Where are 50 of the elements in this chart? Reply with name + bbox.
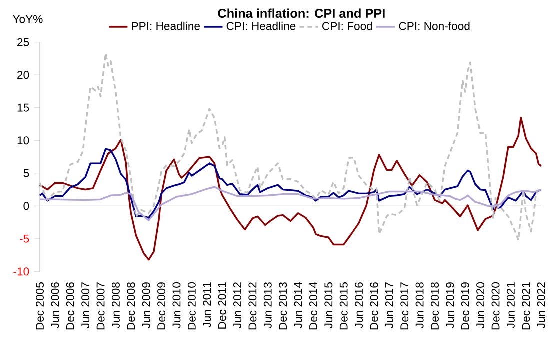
x-tick-label: Jun 2013 [264, 282, 272, 329]
x-tick-label: Jun 2014 [294, 282, 302, 329]
x-tick-label: Dec 2005 [36, 282, 44, 330]
x-tick-label: Jun 2020 [476, 282, 485, 329]
x-tick-label: Dec 2011 [218, 282, 226, 329]
y-tick-label: 0 [24, 202, 30, 210]
legend-label: CPI: Headline [226, 22, 296, 30]
x-tick-label: Jun 2008 [112, 282, 120, 329]
x-tick-label: Jun 2011 [203, 282, 212, 328]
line-series [39, 116, 542, 261]
x-tick-label: Dec 2015 [340, 282, 348, 330]
x-tick-label: Dec 2020 [492, 282, 500, 330]
x-tick-label: Jun 2009 [142, 282, 150, 329]
x-tick-label: Dec 2013 [279, 282, 288, 330]
x-tick-label: Dec 2019 [461, 282, 470, 330]
x-tick-label: Dec 2008 [127, 282, 136, 330]
y-tick-label: 5 [24, 169, 30, 178]
y-tick-label: -5 [20, 234, 30, 243]
legend-label: CPI: Food [322, 22, 372, 30]
x-tick-label: Jun 2015 [324, 282, 333, 329]
x-tick-label: Jun 2018 [416, 282, 424, 329]
x-tick-label: Jun 2016 [355, 282, 364, 329]
y-tick-label: -10 [14, 268, 30, 276]
x-tick-label: Dec 2018 [430, 282, 439, 330]
x-tick-label: Dec 2021 [522, 282, 530, 330]
y-axis-title: YoY% [12, 15, 43, 24]
x-tick-label: Dec 2007 [96, 282, 105, 330]
y-tick-label: 20 [18, 71, 30, 80]
y-tick-label: 10 [18, 136, 30, 145]
x-tick-label: Dec 2016 [370, 282, 378, 330]
x-tick-label: Dec 2010 [188, 282, 196, 330]
x-tick-label: Jun 2017 [385, 282, 394, 329]
y-tick-label: 15 [18, 104, 30, 112]
chart-title: China inflation: CPI and PPI [218, 8, 385, 18]
x-tick-label: Dec 2012 [248, 282, 257, 330]
legend-label: CPI: Non-food [399, 22, 470, 30]
x-tick-label: Jun 2022 [537, 282, 546, 329]
y-tick-label: 25 [18, 38, 30, 46]
x-tick-label: Dec 2014 [309, 282, 318, 330]
line-series [39, 52, 542, 242]
x-tick-label: Jun 2019 [446, 282, 454, 329]
x-tick-label: Jun 2010 [172, 282, 181, 329]
x-tick-label: Dec 2006 [66, 282, 74, 330]
x-tick-label: Jun 2006 [51, 282, 60, 329]
x-tick-label: Jun 2012 [233, 282, 242, 329]
x-tick-label: Jun 2007 [82, 282, 90, 329]
legend-label: PPI: Headline [132, 22, 200, 30]
x-tick-label: Dec 2017 [400, 282, 409, 330]
x-tick-label: Jun 2021 [506, 282, 515, 329]
x-tick-label: Dec 2009 [158, 282, 166, 330]
